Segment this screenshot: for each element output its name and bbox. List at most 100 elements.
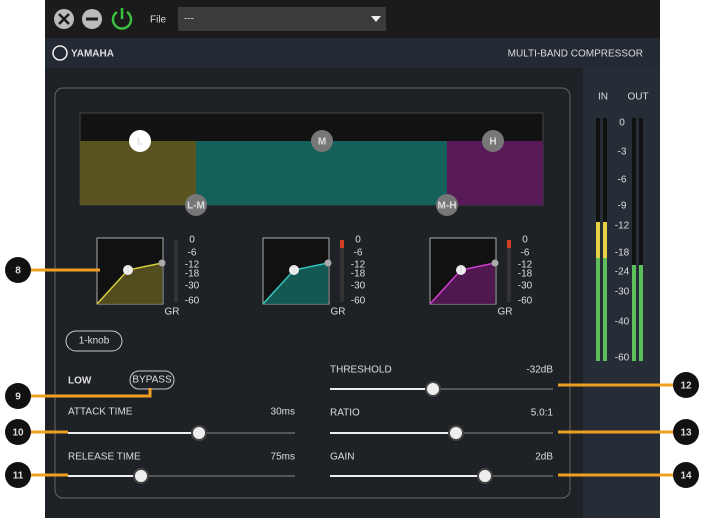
callout-number: 11: [13, 471, 24, 482]
minimize-icon: [86, 17, 98, 21]
threshold-handle[interactable]: [289, 265, 299, 275]
slider-knob[interactable]: [477, 468, 493, 484]
gr-label: GR: [331, 307, 346, 318]
gr-scale-label: -30: [351, 281, 366, 292]
gr-meter: [340, 240, 344, 302]
param-value: 75ms: [271, 452, 295, 463]
meter-green: [603, 258, 607, 361]
meter-scale-label: -9: [618, 201, 627, 212]
param-value: 30ms: [271, 407, 295, 418]
param-name: GAIN: [330, 452, 354, 463]
callout-number: 9: [15, 392, 21, 403]
gr-scale-label: -6: [188, 248, 197, 259]
meter-scale-label: -24: [615, 267, 630, 278]
param-value: 2dB: [535, 452, 553, 463]
threshold-handle[interactable]: [456, 265, 466, 275]
meter-green: [596, 258, 600, 361]
band-node[interactable]: [482, 130, 504, 152]
gr-scale-label: -12: [351, 260, 366, 271]
callout-badge: [5, 419, 31, 445]
one-knob-button[interactable]: [65, 330, 123, 352]
gr-scale-label: -12: [518, 260, 533, 271]
gr-scale-label: -60: [351, 296, 366, 307]
curve-fill: [263, 263, 328, 304]
slider-knob[interactable]: [425, 381, 441, 397]
slider-knob[interactable]: [448, 425, 464, 441]
callout-badge: [5, 383, 31, 409]
curve-fill: [430, 263, 495, 304]
meter-area: [583, 68, 660, 518]
gr-scale-label: -6: [354, 248, 363, 259]
gr-scale-label: -6: [521, 248, 530, 259]
band-node-label: M-H: [438, 201, 457, 212]
gr-meter-level: [340, 240, 344, 248]
callout-badge: [5, 257, 31, 283]
param-value: -32dB: [526, 365, 553, 376]
band-node[interactable]: [436, 194, 458, 216]
meter-scale-label: -60: [615, 353, 630, 364]
callout-number: 10: [12, 428, 24, 439]
ratio-handle[interactable]: [491, 259, 499, 267]
band-node-label: L-M: [187, 201, 205, 212]
gr-meter: [507, 240, 511, 302]
slider-knob[interactable]: [191, 425, 207, 441]
one-knob-label: 1-knob: [79, 336, 110, 347]
band-node-label: L: [137, 137, 143, 148]
threshold-marker: T: [458, 265, 464, 276]
out-label: OUT: [627, 92, 648, 103]
gr-scale-label: 0: [355, 235, 361, 246]
curve-fill: [97, 263, 162, 304]
meter-scale-label: -12: [615, 221, 630, 232]
callout-number: 14: [680, 471, 692, 482]
gr-scale-label: -30: [185, 281, 200, 292]
gr-scale-label: -60: [518, 296, 533, 307]
slider-knob[interactable]: [133, 468, 149, 484]
callout-badge: [673, 462, 699, 488]
gr-meter-level: [507, 240, 511, 248]
param-name: ATTACK TIME: [68, 407, 133, 418]
callout-badge: [5, 462, 31, 488]
meter-yellow: [603, 222, 607, 258]
yamaha-emblem: [52, 45, 68, 61]
dropdown-arrow: [371, 16, 381, 22]
callout-badge: [673, 372, 699, 398]
band-node[interactable]: [129, 130, 151, 152]
param-name: RATIO: [330, 408, 360, 419]
bypass-button[interactable]: [129, 370, 175, 390]
header: [45, 38, 660, 68]
param-name: THRESHOLD: [330, 365, 392, 376]
threshold-handle[interactable]: [123, 265, 133, 275]
threshold-marker: T: [125, 265, 131, 276]
callout-leader: [18, 388, 152, 398]
gr-scale-label: -18: [185, 269, 200, 280]
param-value: 5.0:1: [531, 408, 554, 419]
ratio-handle[interactable]: [158, 259, 166, 267]
bypass-label: BYPASS: [132, 375, 172, 386]
meter-scale-label: -40: [615, 317, 630, 328]
brand: YAMAHA: [71, 49, 114, 60]
meter-track: [639, 118, 643, 361]
band-node[interactable]: [311, 130, 333, 152]
threshold-marker: T: [291, 265, 297, 276]
gr-scale-label: -12: [185, 260, 200, 271]
gr-label: GR: [498, 307, 513, 318]
gr-scale-label: -30: [518, 281, 533, 292]
plugin-title: MULTI-BAND COMPRESSOR: [508, 49, 643, 60]
file-dropdown[interactable]: [178, 7, 386, 31]
power-button[interactable]: [111, 8, 133, 30]
meter-scale-label: 0: [619, 118, 625, 129]
meter-scale-label: -3: [618, 147, 627, 158]
band-node[interactable]: [185, 194, 207, 216]
file-label: File: [150, 15, 167, 26]
gr-scale-label: -18: [518, 269, 533, 280]
param-name: RELEASE TIME: [68, 452, 141, 463]
in-label: IN: [598, 92, 608, 103]
ratio-handle[interactable]: [324, 259, 332, 267]
meter-track: [632, 118, 636, 361]
meter-green: [632, 265, 636, 361]
callout-number: 13: [680, 428, 692, 439]
gr-scale-label: -18: [351, 269, 366, 280]
meter-scale-label: -30: [615, 287, 630, 298]
band-panel: [54, 87, 571, 499]
band-node-label: H: [489, 137, 496, 148]
